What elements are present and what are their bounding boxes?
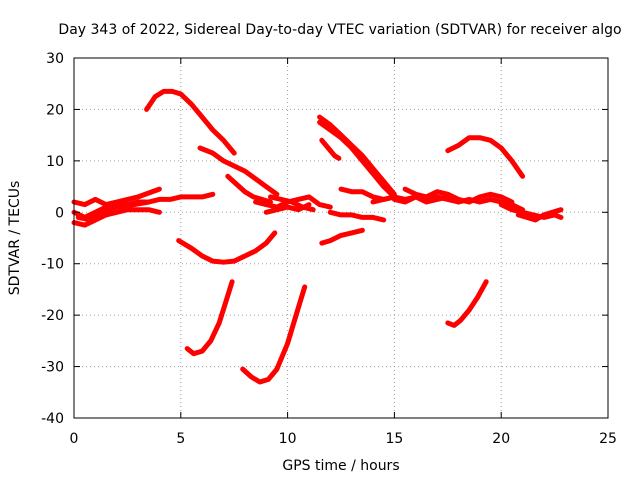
x-tick-label: 20 <box>492 431 510 447</box>
y-axis-label: SDTVAR / TECUs <box>7 181 23 296</box>
series-arc-flat-noon <box>327 209 387 223</box>
axis-ticks: 0 5 10 15 20 25 -40 -30 -20 -10 0 10 20 30 <box>41 51 617 447</box>
series-arc-dip-a <box>184 279 235 357</box>
series-group <box>71 88 564 385</box>
y-tick-label: 20 <box>46 102 64 118</box>
series-arc-trough-morning <box>176 230 278 265</box>
x-tick-label: 5 <box>176 431 185 447</box>
x-tick-label: 0 <box>70 431 79 447</box>
series-arc-late-b <box>515 207 564 223</box>
plot-frame <box>73 57 609 419</box>
y-tick-label: 0 <box>55 205 64 221</box>
chart-title: Day 343 of 2022, Sidereal Day-to-day VTE… <box>58 22 621 38</box>
y-tick-label: -30 <box>41 360 64 376</box>
y-tick-label: 30 <box>46 51 64 67</box>
series-arc-low-noon <box>319 227 365 246</box>
y-tick-label: -10 <box>41 257 64 273</box>
series-arc-peak-noon-b <box>317 119 397 200</box>
series-arc-baseline-b <box>71 186 162 208</box>
series-arc-baseline-d <box>75 199 152 223</box>
series-arc-peak-noon-c <box>319 137 342 161</box>
series-arc-dip-evening <box>445 279 489 328</box>
x-axis-label: GPS time / hours <box>282 458 399 474</box>
y-tick-label: -40 <box>41 411 64 427</box>
y-tick-label: 10 <box>46 154 64 170</box>
series-arc-peak-evening <box>445 135 526 179</box>
x-tick-label: 10 <box>279 431 297 447</box>
series-arc-cluster-10h-c <box>268 194 316 213</box>
series-arc-descend-b <box>225 173 273 205</box>
series-arc-peak-morning <box>144 88 237 156</box>
x-tick-label: 15 <box>385 431 403 447</box>
series-arc-afternoon-c <box>391 194 461 205</box>
series-arc-baseline-c <box>71 207 162 228</box>
series-arc-late-a <box>498 202 564 220</box>
series-arc-descend-a <box>197 145 280 197</box>
y-tick-label: -20 <box>41 308 64 324</box>
series-arc-dip-b <box>240 284 308 385</box>
x-tick-label: 25 <box>599 431 617 447</box>
